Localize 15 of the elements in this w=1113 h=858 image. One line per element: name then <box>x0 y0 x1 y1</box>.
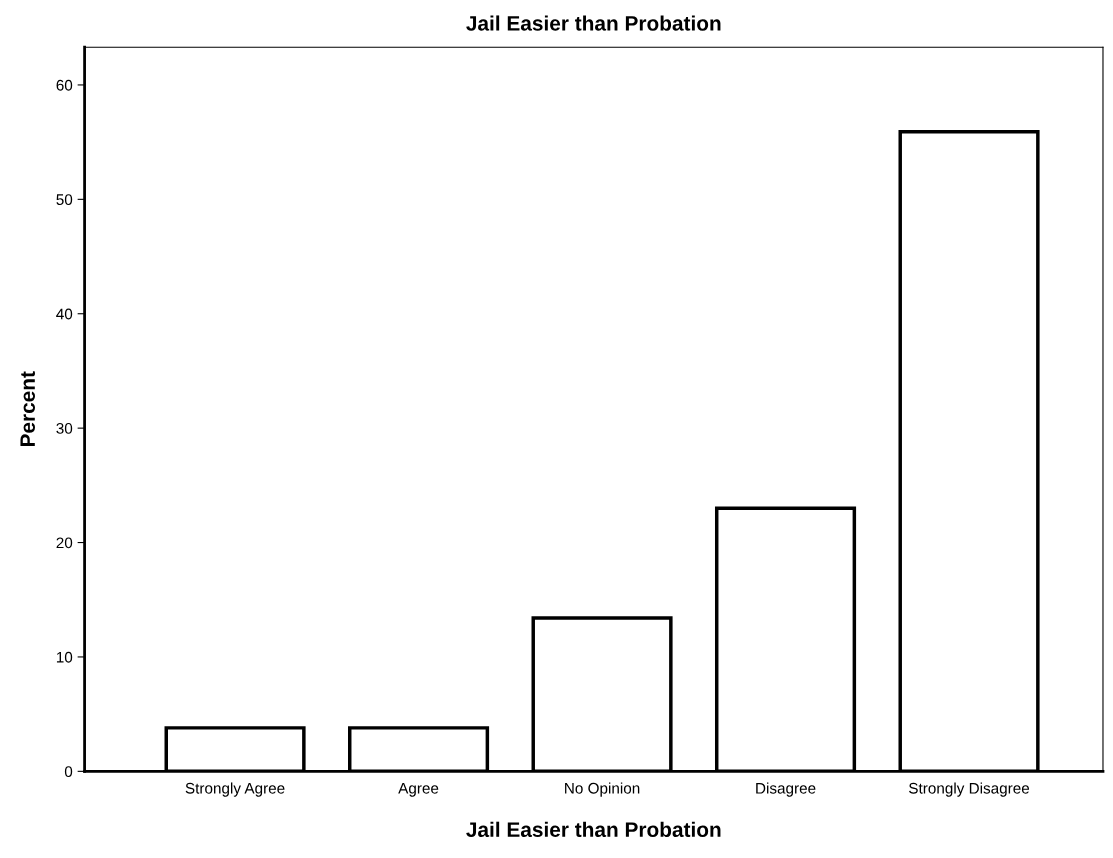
y-tick-label: 60 <box>56 79 73 91</box>
y-tick-label: 0 <box>64 766 73 778</box>
x-tick-label: Agree <box>398 783 439 797</box>
y-tick-label: 50 <box>56 194 73 206</box>
x-tick-label: Strongly Agree <box>185 782 285 797</box>
y-tick-label: 40 <box>56 308 73 320</box>
chart-title: Jail Easier than Probation <box>466 15 721 31</box>
x-tick-label: No Opinion <box>565 782 640 797</box>
y-tick-label: 10 <box>56 651 73 663</box>
y-tick-label: 30 <box>56 423 73 434</box>
y-tick-label: 20 <box>56 537 73 549</box>
x-tick-label: Strongly Disagree <box>909 782 1030 797</box>
x-axis-title: Jail Easier than Probation <box>466 821 721 837</box>
y-axis-title: Percent <box>20 371 36 447</box>
x-tick-label: Disagree <box>756 782 816 797</box>
